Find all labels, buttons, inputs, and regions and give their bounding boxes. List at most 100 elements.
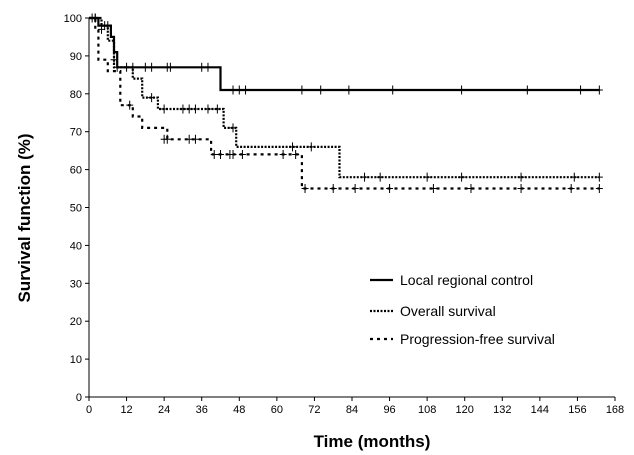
censor-mark [191,134,199,144]
legend-item: Overall survival [370,303,496,319]
series-line [89,16,600,190]
x-tick-label: 12 [120,404,132,416]
censor-mark [361,172,369,182]
censor-mark [204,104,212,114]
x-tick-label: 96 [383,404,395,416]
series-line [89,16,600,92]
censor-mark [376,172,384,182]
censor-mark [423,172,431,182]
x-axis-title: Time (months) [314,432,431,451]
x-tick-label: 36 [196,404,208,416]
x-tick-label: 156 [568,404,586,416]
censor-mark [279,149,287,159]
legend-item: Progression-free survival [370,331,555,347]
x-tick-label: 60 [271,404,283,416]
censor-mark [179,104,187,114]
x-tick-label: 72 [308,404,320,416]
censor-mark [577,85,585,95]
censor-mark [242,85,250,95]
x-tick-label: 108 [418,404,436,416]
censor-mark [595,172,603,182]
censor-mark [163,134,171,144]
censor-mark [148,62,156,72]
y-tick-label: 10 [70,354,82,366]
censor-mark [148,93,156,103]
y-tick-label: 50 [70,203,82,215]
series-layer [88,13,603,194]
y-tick-label: 30 [70,278,82,290]
legend: Local regional control Overall survival Pr… [370,272,555,347]
censor-mark [229,123,237,133]
legend-label: Overall survival [400,303,496,319]
censor-mark [345,85,353,95]
censor-mark [191,104,199,114]
x-tick-label: 144 [531,404,549,416]
censor-mark [595,184,603,194]
x-tick-label: 132 [493,404,511,416]
censor-mark [317,85,325,95]
censor-mark [389,85,397,95]
censor-mark [185,104,193,114]
censor-mark [160,104,168,114]
censor-mark [166,62,174,72]
censor-mark [289,142,297,152]
x-tick-label: 0 [86,404,92,416]
series-dotted [89,13,603,182]
censor-mark [467,184,475,194]
series-solid [89,13,603,95]
legend-label: Local regional control [400,272,533,288]
censor-mark [98,24,106,34]
censor-mark [185,134,193,144]
series-line [89,16,600,179]
censor-mark [110,55,118,65]
legend-label: Progression-free survival [400,331,555,347]
x-tick-label: 168 [606,404,624,416]
censor-mark [351,184,359,194]
censor-mark [235,85,243,95]
censor-mark [198,62,206,72]
censor-mark [213,104,221,114]
censor-mark [386,184,394,194]
censor-mark [570,172,578,182]
censor-mark [523,85,531,95]
censor-mark [238,149,246,159]
censor-mark [292,149,300,159]
censor-mark [229,85,237,95]
y-tick-label: 0 [76,392,82,404]
x-tick-label: 24 [158,404,170,416]
y-tick-label: 80 [70,89,82,101]
censor-mark [595,85,603,95]
censor-mark [329,184,337,194]
censor-mark [298,85,306,95]
censor-mark [204,62,212,72]
axes: 0 12 24 36 48 60 72 84 96 108 120 132 144 156 168 0 10 20… [64,13,625,416]
censor-mark [210,149,218,159]
censor-mark [458,85,466,95]
censor-mark [123,62,131,72]
censor-mark [229,149,237,159]
censor-mark [141,62,149,72]
censor-mark [217,149,224,159]
censor-mark [429,184,437,194]
y-tick-label: 100 [64,13,82,25]
censor-mark [113,62,121,72]
y-tick-label: 70 [70,127,82,139]
y-tick-label: 40 [70,240,82,252]
censor-mark [567,184,575,194]
y-tick-label: 60 [70,165,82,177]
y-axis-title: Survival function (%) [15,133,34,302]
censor-mark [517,184,525,194]
censor-mark [301,184,309,194]
legend-item: Local regional control [370,272,533,288]
series-dashed [88,13,603,194]
y-tick-label: 20 [70,316,82,328]
x-tick-label: 84 [346,404,358,416]
censor-mark [517,172,525,182]
censor-mark [307,142,315,152]
censor-mark [88,13,96,23]
censor-mark [126,100,134,110]
x-tick-label: 48 [233,404,245,416]
y-tick-label: 90 [70,51,82,63]
x-tick-label: 120 [456,404,474,416]
